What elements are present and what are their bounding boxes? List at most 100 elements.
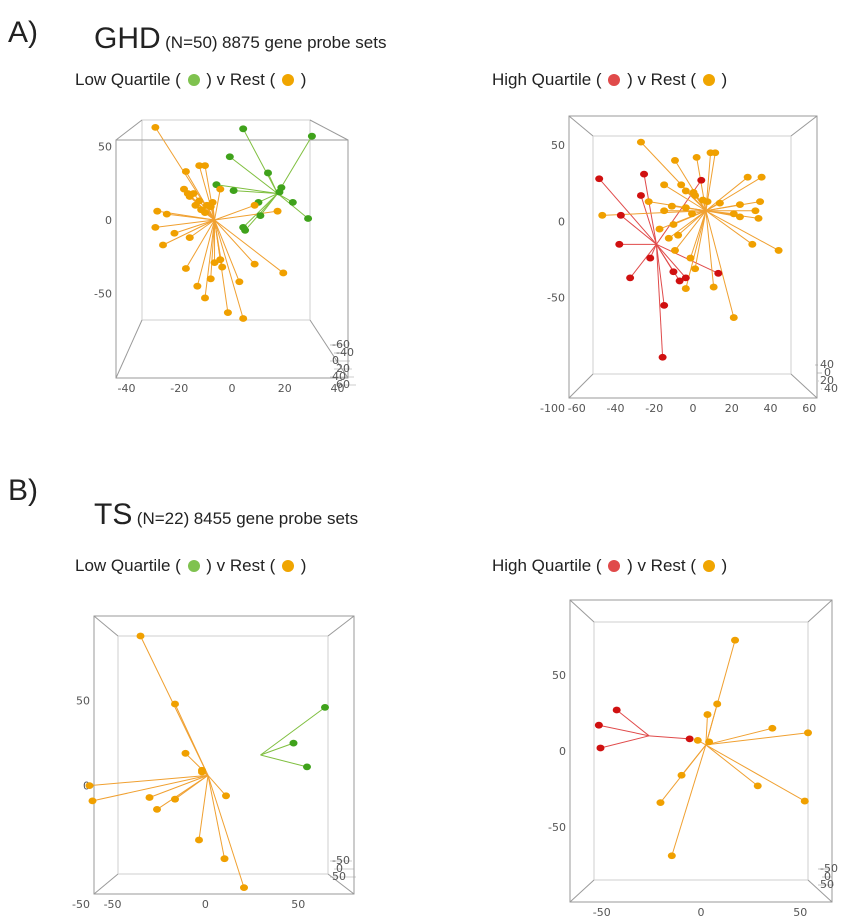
y-tick-label: -50: [94, 288, 112, 301]
orange-spoke: [155, 219, 215, 228]
orange-point: [748, 240, 757, 248]
orange-spoke: [705, 176, 749, 212]
green-spoke: [242, 128, 278, 194]
green-spoke: [244, 193, 278, 231]
orange-point: [279, 269, 288, 277]
orange-swatch: [702, 560, 715, 572]
box-edge: [309, 319, 349, 379]
x-tick-label: 50: [793, 906, 807, 919]
orange-point: [250, 201, 259, 209]
orange-point: [735, 201, 744, 209]
orange-spoke: [685, 210, 707, 289]
orange-point: [223, 309, 232, 317]
orange-spoke: [705, 744, 759, 787]
green-point: [304, 215, 313, 222]
orange-point: [756, 198, 765, 206]
x-tick-label: -40: [118, 382, 136, 395]
red-point: [612, 706, 621, 714]
x-tick-label: -20: [645, 402, 663, 415]
orange-point: [681, 204, 690, 212]
orange-point: [208, 198, 217, 206]
orange-point: [162, 210, 171, 218]
orange-point: [240, 884, 248, 891]
orange-point: [804, 729, 812, 737]
legend-mid: ) v Rest (: [206, 70, 276, 89]
orange-point: [171, 700, 179, 708]
box-edge: [569, 599, 595, 623]
orange-point: [206, 275, 215, 283]
box-edge: [115, 119, 143, 141]
orange-point: [692, 153, 701, 161]
z-tick-label: 40: [332, 370, 346, 383]
red-spoke: [629, 244, 657, 279]
panel-b-title: TS: [94, 498, 133, 531]
green-point: [275, 188, 284, 196]
orange-point: [191, 201, 200, 209]
red-point: [685, 735, 694, 743]
green-point: [307, 132, 316, 140]
ghd-high-title: High Quartile ( ) v Rest ( ): [492, 70, 727, 90]
orange-point: [667, 202, 676, 210]
y-tick-label: 50: [76, 695, 90, 708]
red-point: [636, 192, 645, 199]
panel-a-n: (N=50): [165, 33, 218, 52]
x-tick-label: -40: [607, 402, 625, 415]
green-swatch: [187, 74, 200, 86]
orange-spoke: [204, 219, 216, 299]
orange-point: [88, 797, 97, 805]
orange-spoke: [685, 190, 707, 212]
orange-point: [153, 806, 161, 813]
orange-spoke: [210, 219, 216, 279]
legend-prefix: High Quartile (: [492, 70, 602, 89]
orange-spoke: [149, 774, 209, 798]
x-tick-label: -50: [593, 906, 611, 919]
legend-mid: ) v Rest (: [627, 556, 697, 575]
orange-point: [239, 315, 248, 322]
orange-spoke: [705, 210, 735, 318]
orange-point: [235, 278, 244, 286]
red-spoke: [640, 195, 657, 245]
panel-a-heading: GHD (N=50) 8875 gene probe sets: [94, 22, 386, 56]
box-front-face: [568, 115, 818, 399]
panel-a-title: GHD: [94, 22, 161, 55]
orange-point: [753, 782, 762, 790]
box-edge: [93, 615, 119, 637]
green-point: [288, 198, 297, 206]
green-point: [241, 226, 250, 234]
orange-swatch: [281, 560, 294, 572]
orange-spoke: [189, 219, 215, 239]
green-point: [264, 169, 272, 177]
x-tick-label: 50: [291, 898, 305, 911]
red-point: [596, 744, 605, 752]
orange-point: [216, 256, 225, 264]
orange-point: [201, 294, 209, 302]
panel-b-label: B): [8, 474, 38, 507]
red-spoke: [643, 174, 657, 245]
z-tick-label: -50: [332, 854, 350, 867]
orange-point: [273, 207, 282, 215]
orange-point: [729, 314, 738, 321]
x-tick-label: 20: [278, 382, 292, 395]
orange-point: [198, 768, 206, 776]
orange-spoke: [174, 774, 209, 800]
box-edge: [790, 373, 818, 399]
red-point: [675, 277, 684, 285]
orange-spoke: [705, 210, 779, 251]
orange-point: [703, 711, 712, 718]
orange-point: [598, 211, 607, 219]
y-tick-label: 50: [98, 140, 112, 153]
orange-spoke: [196, 219, 216, 287]
green-spoke: [242, 193, 278, 228]
orange-point: [669, 221, 678, 228]
y-tick-label: 50: [551, 139, 565, 152]
red-spoke: [655, 244, 681, 282]
z-tick-label: -50: [820, 862, 838, 875]
orange-point: [201, 162, 209, 169]
red-point: [697, 176, 706, 184]
orange-spoke: [198, 775, 209, 841]
red-point: [626, 274, 635, 282]
red-spoke: [655, 244, 664, 358]
orange-spoke: [214, 210, 278, 221]
